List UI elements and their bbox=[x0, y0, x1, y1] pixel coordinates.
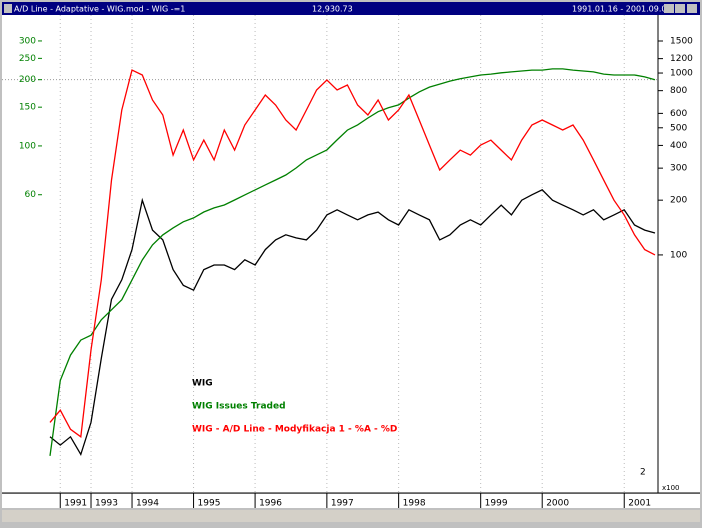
scrollbar[interactable] bbox=[2, 510, 700, 522]
x-tick-label: 2000 bbox=[546, 499, 569, 509]
window-value: 12,930.73 bbox=[312, 5, 353, 14]
y2-tick-label: 300 bbox=[670, 164, 687, 174]
x-tick-label: 1993 bbox=[95, 499, 118, 509]
x-tick-label: 1999 bbox=[485, 499, 508, 509]
window-title: A/D Line - Adaptative - WIG.mod - WIG -=… bbox=[14, 5, 185, 14]
y-tick-label: 200 bbox=[19, 75, 36, 85]
x-tick-label: 1997 bbox=[331, 499, 354, 509]
x-tick-label: 1996 bbox=[259, 499, 282, 509]
x-tick-label: 1998 bbox=[403, 499, 426, 509]
legend-entry: WIG bbox=[192, 379, 213, 389]
y-tick-label: 300 bbox=[19, 36, 36, 46]
x-tick-label: 1994 bbox=[136, 499, 159, 509]
minimize-button[interactable] bbox=[664, 4, 674, 13]
y2-tick-label: 200 bbox=[670, 196, 687, 206]
y2-tick-label: 800 bbox=[670, 86, 687, 96]
series-line bbox=[49, 189, 656, 456]
y2-tick-label: 600 bbox=[670, 109, 687, 119]
window-range: 1991.01.16 - 2001.09.05 bbox=[572, 5, 672, 14]
x-axis-area bbox=[2, 494, 700, 508]
y2-tick-label: 500 bbox=[670, 123, 687, 133]
x-tick-label: 1991 bbox=[64, 499, 87, 509]
title-bar bbox=[2, 2, 700, 15]
series-line bbox=[49, 69, 656, 438]
y2-tick-label: 1000 bbox=[670, 69, 693, 79]
y2-tick-label: 400 bbox=[670, 141, 687, 151]
y-tick-label: 100 bbox=[19, 141, 36, 151]
chart-area bbox=[2, 15, 700, 493]
legend-entry: WIG Issues Traded bbox=[192, 402, 286, 412]
scale-note: x100 bbox=[662, 484, 680, 492]
maximize-button[interactable] bbox=[675, 4, 685, 13]
y-tick-label: 150 bbox=[19, 103, 36, 113]
window-icon[interactable] bbox=[4, 4, 12, 13]
y2-tick-label: 1200 bbox=[670, 54, 693, 64]
x-tick-label: 1995 bbox=[198, 499, 221, 509]
close-button[interactable] bbox=[687, 4, 697, 13]
panel-number: 2 bbox=[640, 468, 646, 478]
x-tick-label: 2001 bbox=[628, 499, 651, 509]
y2-tick-label: 100 bbox=[670, 250, 687, 260]
y-tick-label: 250 bbox=[19, 54, 36, 64]
y-tick-label: 60 bbox=[25, 190, 37, 200]
series-line bbox=[49, 68, 656, 456]
y2-tick-label: 1500 bbox=[670, 37, 693, 47]
legend-entry: WIG - A/D Line - Modyfikacja 1 - %A - %D bbox=[192, 425, 397, 435]
